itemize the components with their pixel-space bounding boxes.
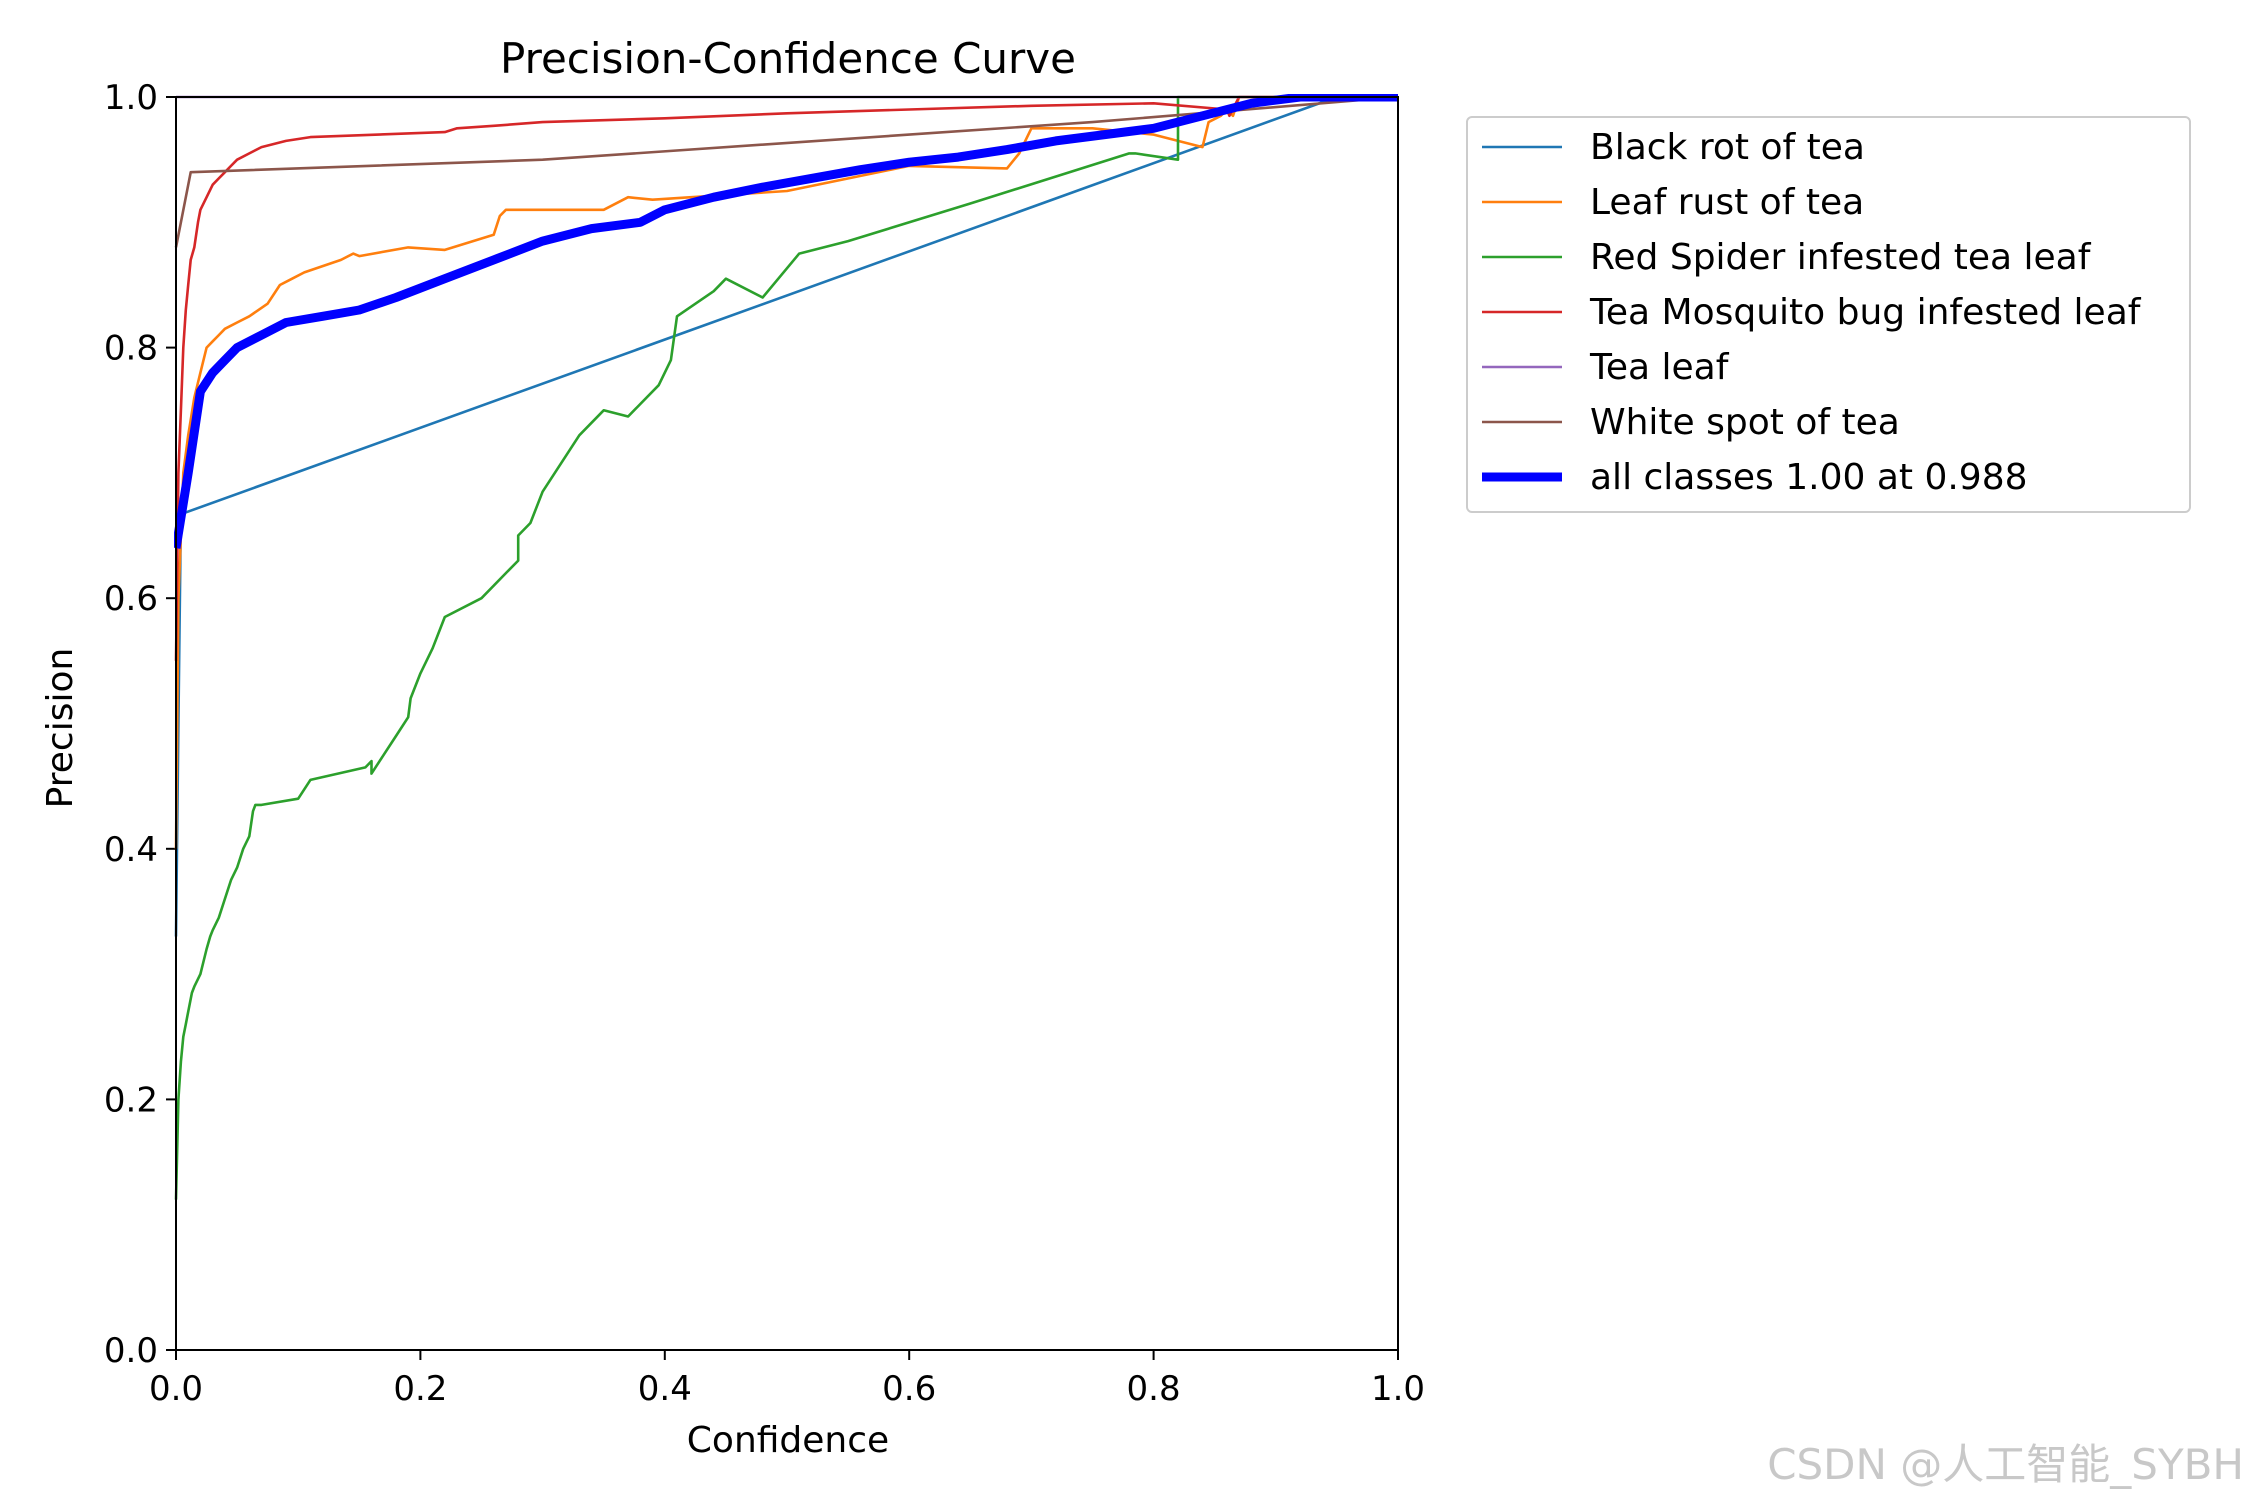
legend-label: all classes 1.00 at 0.988: [1590, 457, 2028, 498]
chart-title: Precision-Confidence Curve: [500, 34, 1076, 83]
legend: Black rot of tea Leaf rust of tea Red Spid…: [1466, 116, 2191, 513]
y-tick-label: 0.8: [104, 329, 158, 369]
y-tick-label: 0.2: [104, 1080, 158, 1120]
legend-label: Tea leaf: [1589, 347, 1730, 388]
plot-frame: [175, 96, 1399, 1351]
x-axis-label: Confidence: [687, 1420, 889, 1461]
watermark: CSDN @人工智能_SYBH: [1767, 1440, 2244, 1489]
x-tick-label: 0.0: [149, 1369, 203, 1409]
legend-label: Red Spider infested tea leaf: [1590, 237, 2092, 278]
series-line-3: [174, 95, 1398, 661]
x-tick-label: 1.0: [1371, 1369, 1425, 1409]
x-tick-label: 0.2: [393, 1369, 447, 1409]
legend-label: Leaf rust of tea: [1590, 182, 1864, 223]
y-tick-label: 0.6: [104, 579, 158, 619]
series-line-2: [174, 95, 1398, 1200]
y-tick-label: 1.0: [104, 78, 158, 118]
legend-label: Black rot of tea: [1590, 127, 1865, 168]
y-axis-label: Precision: [40, 648, 81, 809]
y-tick-label: 0.4: [104, 830, 158, 870]
series-line-5: [174, 95, 1399, 248]
series-lines: [174, 94, 1399, 1200]
series-line-6: [174, 94, 1398, 549]
series-line-0: [174, 95, 1398, 937]
x-tick-label: 0.6: [882, 1369, 936, 1409]
legend-frame: [1466, 116, 2191, 513]
x-tick-label: 0.8: [1127, 1369, 1181, 1409]
x-tick-label: 0.4: [638, 1369, 692, 1409]
legend-label: White spot of tea: [1590, 402, 1900, 443]
axis-ticks: 0.0 0.2 0.4 0.6 0.8 1.0 0.0 0.2 0.4 0.6 0.8 1.0: [104, 78, 1425, 1409]
series-line-1: [174, 95, 1398, 849]
y-tick-label: 0.0: [104, 1331, 158, 1371]
legend-label: Tea Mosquito bug infested leaf: [1589, 292, 2142, 333]
